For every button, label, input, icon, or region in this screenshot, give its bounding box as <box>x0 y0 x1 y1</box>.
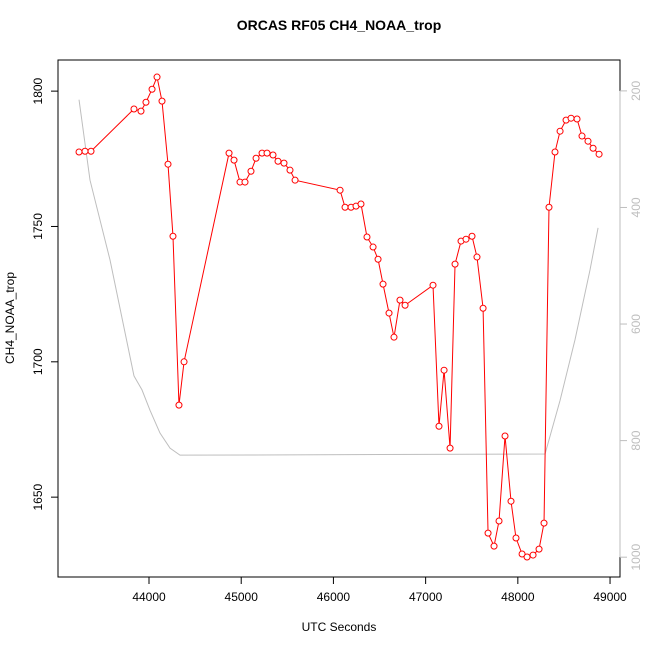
data-point <box>451 260 459 268</box>
data-point <box>374 255 382 263</box>
x-tick-label: 48000 <box>501 590 535 604</box>
data-point <box>291 176 299 184</box>
x-tick-label: 46000 <box>317 590 351 604</box>
data-point <box>518 550 526 558</box>
data-point <box>269 151 277 159</box>
data-point <box>263 149 271 157</box>
data-point <box>551 148 559 156</box>
data-point <box>280 159 288 167</box>
data-point <box>148 85 156 93</box>
data-point <box>535 545 543 553</box>
data-point <box>75 148 83 156</box>
data-point <box>137 107 145 115</box>
data-point <box>584 137 592 145</box>
data-point <box>490 542 498 550</box>
data-point <box>390 333 398 341</box>
data-point <box>81 147 89 155</box>
data-point <box>357 200 365 208</box>
x-tick-label: 45000 <box>225 590 259 604</box>
data-point <box>540 519 548 527</box>
data-point <box>241 178 249 186</box>
data-point <box>435 422 443 430</box>
x-axis-label: UTC Seconds <box>302 620 377 634</box>
data-point <box>336 186 344 194</box>
data-point <box>341 203 349 211</box>
data-point <box>567 114 575 122</box>
data-point <box>473 253 481 261</box>
data-point <box>369 243 377 251</box>
data-point <box>385 309 393 317</box>
data-point <box>501 432 509 440</box>
data-point <box>512 534 520 542</box>
data-point <box>507 497 515 505</box>
y2-tick-label: 400 <box>629 197 643 217</box>
y-tick-label: 1700 <box>31 348 45 375</box>
y2-tick-label: 800 <box>629 430 643 450</box>
data-point <box>363 233 371 241</box>
data-point <box>556 127 564 135</box>
y2-tick-label: 600 <box>629 314 643 334</box>
y-tick-label: 1800 <box>31 77 45 104</box>
data-point <box>484 529 492 537</box>
data-point <box>462 235 470 243</box>
data-point <box>589 144 597 152</box>
data-point <box>440 366 448 374</box>
data-point <box>286 166 294 174</box>
data-point <box>252 154 260 162</box>
data-point <box>130 105 138 113</box>
data-point <box>479 304 487 312</box>
data-point <box>573 115 581 123</box>
data-point <box>396 296 404 304</box>
series-line <box>78 75 600 558</box>
data-point <box>175 401 183 409</box>
data-point <box>595 150 603 158</box>
data-point <box>429 281 437 289</box>
data-point <box>495 517 503 525</box>
data-point <box>230 156 238 164</box>
data-point <box>158 97 166 105</box>
data-point <box>523 553 531 561</box>
data-point <box>180 358 188 366</box>
data-point <box>401 301 409 309</box>
data-point <box>87 147 95 155</box>
series-line <box>78 99 599 456</box>
data-point <box>529 551 537 559</box>
data-point <box>153 73 161 81</box>
y2-tick-label: 200 <box>629 81 643 101</box>
x-tick-label: 49000 <box>593 590 627 604</box>
chart-title: ORCAS RF05 CH4_NOAA_trop <box>237 17 442 33</box>
y2-tick-label: 1000 <box>629 544 643 571</box>
data-point <box>446 444 454 452</box>
data-point <box>225 149 233 157</box>
x-tick-label: 44000 <box>132 590 166 604</box>
data-point <box>578 132 586 140</box>
data-point <box>379 280 387 288</box>
data-point <box>274 157 282 165</box>
data-point <box>468 232 476 240</box>
x-tick-label: 47000 <box>409 590 443 604</box>
data-point <box>142 98 150 106</box>
data-point <box>247 167 255 175</box>
data-point <box>169 232 177 240</box>
data-point <box>545 203 553 211</box>
y-axis-label: CH4_NOAA_trop <box>3 272 17 364</box>
y-tick-label: 1650 <box>31 483 45 510</box>
plot-frame <box>57 59 621 578</box>
data-point <box>164 160 172 168</box>
y-tick-label: 1750 <box>31 213 45 240</box>
